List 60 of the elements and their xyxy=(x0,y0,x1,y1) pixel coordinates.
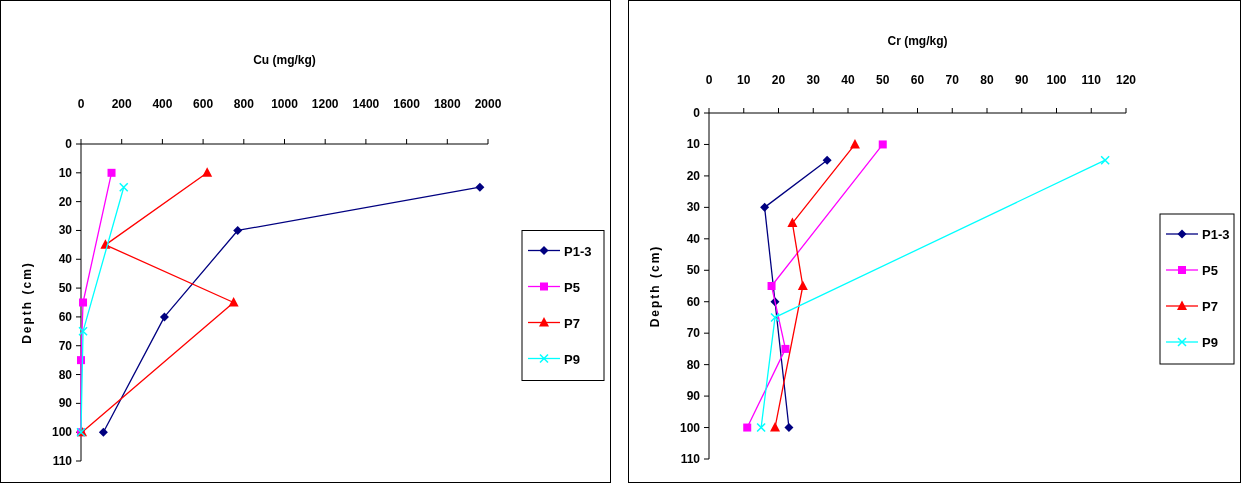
legend-label: P7 xyxy=(564,315,580,331)
x-tick-label: 0 xyxy=(705,73,713,87)
y-tick-label: 50 xyxy=(686,263,701,278)
x-tick-label: 80 xyxy=(980,73,994,87)
y-tick-label: 20 xyxy=(58,194,73,209)
x-tick-label: 40 xyxy=(841,73,855,87)
y-tick-label: 70 xyxy=(686,326,701,341)
y-tick-label: 70 xyxy=(58,338,73,353)
y-tick-label: 10 xyxy=(686,137,701,152)
legend-label: P1-3 xyxy=(1202,227,1230,242)
legend-label: P9 xyxy=(564,351,580,367)
y-tick-label: 0 xyxy=(65,137,73,151)
x-tick-label: 0 xyxy=(77,97,85,111)
y-tick-label: 80 xyxy=(686,357,701,372)
x-tick-label: 20 xyxy=(771,73,786,87)
y-tick-label: 80 xyxy=(58,367,73,382)
x-tick-label: 10 xyxy=(737,73,751,87)
x-tick-label: 60 xyxy=(910,73,925,87)
y-tick-label: 60 xyxy=(686,294,701,309)
y-tick-label: 50 xyxy=(58,281,73,296)
y-axis-title: Depth (cm) xyxy=(648,244,662,328)
y-tick-label: 60 xyxy=(58,309,73,324)
y-tick-label: 90 xyxy=(58,396,73,411)
x-tick-label: 50 xyxy=(876,73,890,87)
x-tick-label: 110 xyxy=(1081,73,1102,87)
x-tick-label: 600 xyxy=(193,97,214,111)
x-tick-label: 800 xyxy=(233,97,255,111)
y-tick-label: 20 xyxy=(686,168,701,183)
legend-label: P5 xyxy=(1202,263,1218,278)
y-axis-title: Depth (cm) xyxy=(20,261,34,344)
legend-label: P1-3 xyxy=(564,243,592,259)
y-tick-label: 30 xyxy=(686,200,701,215)
x-tick-label: 120 xyxy=(1115,73,1137,87)
legend-label: P5 xyxy=(564,279,580,295)
x-tick-label: 1800 xyxy=(433,97,461,111)
y-tick-label: 90 xyxy=(686,389,701,404)
chart-title: Cr (mg/kg) xyxy=(887,34,948,48)
y-tick-label: 100 xyxy=(51,425,73,440)
x-tick-label: 1600 xyxy=(393,97,421,111)
y-tick-label: 0 xyxy=(693,106,701,120)
x-tick-label: 90 xyxy=(1015,73,1029,87)
x-tick-label: 1400 xyxy=(352,97,380,111)
y-tick-label: 10 xyxy=(58,165,73,180)
x-tick-label: 70 xyxy=(945,73,960,87)
y-tick-label: 30 xyxy=(58,223,73,238)
chart-title: Cu (mg/kg) xyxy=(253,53,316,67)
y-tick-label: 40 xyxy=(58,252,73,267)
x-tick-label: 2000 xyxy=(474,97,502,111)
x-tick-label: 400 xyxy=(152,97,173,111)
legend-label: P9 xyxy=(1202,335,1218,350)
x-tick-label: 1000 xyxy=(271,97,299,111)
x-tick-label: 1200 xyxy=(311,97,339,111)
x-tick-label: 200 xyxy=(111,97,133,111)
legend-label: P7 xyxy=(1202,299,1218,314)
y-tick-label: 110 xyxy=(52,454,73,468)
y-tick-label: 110 xyxy=(680,452,701,466)
x-tick-label: 100 xyxy=(1046,73,1067,87)
y-tick-label: 100 xyxy=(679,420,701,435)
x-tick-label: 30 xyxy=(806,73,821,87)
y-tick-label: 40 xyxy=(686,231,701,246)
